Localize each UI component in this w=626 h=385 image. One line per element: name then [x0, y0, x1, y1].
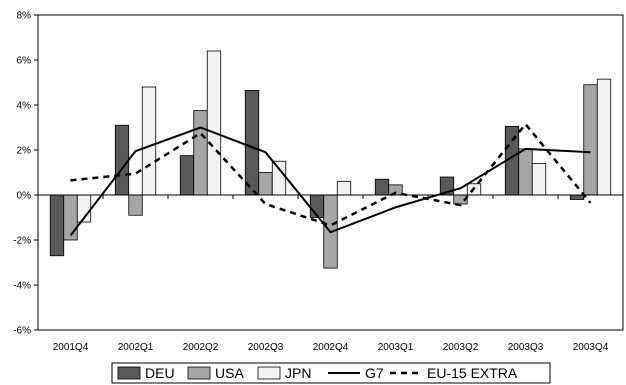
legend-label-eu-15-extra: EU-15 EXTRA — [427, 365, 518, 381]
bar-jpn-2002Q4 — [336, 181, 352, 196]
bar-usa-2002Q3 — [258, 172, 273, 196]
y-tick-label: -6% — [13, 326, 31, 337]
x-tick-label: 2003Q2 — [443, 342, 479, 353]
line-g7 — [69, 126, 591, 237]
x-tick-label: 2003Q4 — [573, 342, 609, 353]
plot-frame — [37, 14, 624, 331]
legend-swatch-jpn — [257, 366, 281, 380]
x-tick-label: 2001Q4 — [53, 342, 89, 353]
x-tick-label: 2002Q4 — [313, 342, 349, 353]
y-axis: -6% -4% -2% 0% 2% 4% 6% 8% — [13, 11, 38, 337]
bar-jpn-2002Q3 — [271, 160, 287, 196]
legend-label-deu: DEU — [145, 365, 175, 381]
x-tick-label: 2002Q2 — [183, 342, 219, 353]
bars — [49, 50, 612, 269]
y-tick-label: 4% — [17, 101, 32, 112]
x-tick-label: 2003Q3 — [508, 342, 544, 353]
bar-jpn-2003Q3 — [531, 163, 547, 196]
bar-usa-2002Q1 — [128, 194, 143, 216]
y-tick-label: -2% — [13, 236, 31, 247]
legend-label-usa: USA — [215, 365, 244, 381]
bar-deu-2002Q2 — [179, 155, 195, 196]
bar-usa-2002Q2 — [193, 110, 208, 196]
bar-usa-2001Q4 — [63, 194, 78, 241]
bar-jpn-2002Q2 — [206, 50, 222, 196]
legend-label-g7: G7 — [365, 365, 384, 381]
lines — [69, 122, 592, 237]
y-tick-label: -4% — [13, 281, 31, 292]
bar-deu-2003Q1 — [374, 178, 390, 196]
bar-jpn-2003Q4 — [596, 78, 612, 196]
y-tick-label: 8% — [17, 11, 32, 22]
bar-deu-2002Q1 — [114, 124, 130, 196]
line-eu-15-extra — [70, 122, 592, 227]
legend-label-jpn: JPN — [285, 365, 311, 381]
legend-swatch-deu — [117, 366, 141, 380]
y-tick-label: 6% — [17, 56, 32, 67]
bar-usa-2003Q4 — [583, 84, 598, 196]
x-axis: 2001Q4 2002Q1 2002Q2 2002Q3 2002Q4 2003Q1 2003… — [37, 195, 624, 353]
bar-deu-2001Q4 — [49, 194, 65, 257]
x-tick-label: 2002Q3 — [248, 342, 284, 353]
bar-usa-2003Q3 — [518, 148, 533, 196]
bar-jpn-2002Q1 — [141, 86, 157, 196]
bar-deu-2003Q4 — [569, 194, 585, 200]
bar-deu-2002Q3 — [244, 89, 260, 196]
legend-swatch-usa — [187, 366, 211, 380]
y-tick-label: 0% — [17, 191, 32, 202]
x-tick-label: 2003Q1 — [378, 342, 414, 353]
x-tick-label: 2002Q1 — [118, 342, 154, 353]
y-tick-label: 2% — [17, 146, 32, 157]
legend: DEU USA JPN G7 EU-15 EXTRA — [111, 362, 551, 384]
